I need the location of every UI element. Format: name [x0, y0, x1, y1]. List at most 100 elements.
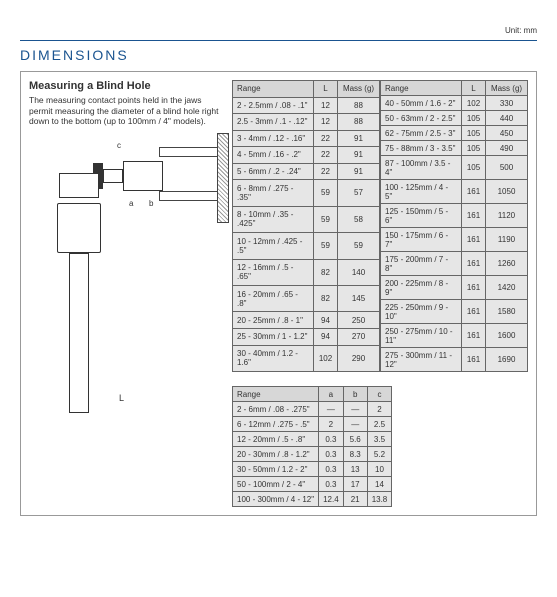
cell: 161 [462, 276, 486, 300]
table-row: 4 - 5mm / .16 - .2"2291 [233, 147, 380, 164]
cell: 12 - 16mm / .5 - .65" [233, 259, 314, 285]
table-row: 62 - 75mm / 2.5 - 3"105450 [381, 126, 528, 141]
cell: 59 [338, 233, 380, 259]
cell: 175 - 200mm / 7 - 8" [381, 252, 462, 276]
cell: 490 [486, 141, 528, 156]
cell: 10 [367, 462, 392, 477]
col-range: Range [233, 387, 319, 402]
cell: 8 - 10mm / .35 - .425" [233, 206, 314, 232]
cell: 6 - 12mm / .275 - .5" [233, 417, 319, 432]
cell: 12 - 20mm / .5 - .8" [233, 432, 319, 447]
table-row: 125 - 150mm / 5 - 6"1611120 [381, 204, 528, 228]
table-row: 12 - 16mm / .5 - .65"82140 [233, 259, 380, 285]
cell: 105 [462, 141, 486, 156]
cell: 161 [462, 204, 486, 228]
table-row: 8 - 10mm / .35 - .425"5958 [233, 206, 380, 232]
cell: — [343, 417, 367, 432]
cell: 3.5 [367, 432, 392, 447]
section-title: DIMENSIONS [20, 47, 557, 63]
cell: 12 [314, 97, 338, 114]
cell: 1190 [486, 228, 528, 252]
header-rule [20, 40, 537, 41]
table-row: 50 - 63mm / 2 - 2.5"105440 [381, 111, 528, 126]
table-row: 175 - 200mm / 7 - 8"1611260 [381, 252, 528, 276]
cell: 1120 [486, 204, 528, 228]
cell: 82 [314, 286, 338, 312]
cell: 1050 [486, 180, 528, 204]
dimensions-panel: Measuring a Blind Hole The measuring con… [20, 71, 537, 516]
cell: 1690 [486, 348, 528, 372]
table-row: 2 - 6mm / .08 - .275"——2 [233, 402, 392, 417]
table-row: 275 - 300mm / 11 - 12"1611690 [381, 348, 528, 372]
col-a: a [319, 387, 344, 402]
table-row: 6 - 12mm / .275 - .5"2—2.5 [233, 417, 392, 432]
intro-title: Measuring a Blind Hole [29, 80, 224, 92]
col-b: b [343, 387, 367, 402]
cell: 94 [314, 328, 338, 345]
unit-label: Unit: mm [505, 26, 537, 35]
cell: 25 - 30mm / 1 - 1.2" [233, 328, 314, 345]
cell: — [319, 402, 344, 417]
col-mass: Mass (g) [486, 81, 528, 96]
cell: 100 - 125mm / 4 - 5" [381, 180, 462, 204]
cell: 102 [314, 345, 338, 371]
table-row: 20 - 25mm / .8 - 1"94250 [233, 312, 380, 329]
cell: 225 - 250mm / 9 - 10" [381, 300, 462, 324]
cell: 290 [338, 345, 380, 371]
cell: 4 - 5mm / .16 - .2" [233, 147, 314, 164]
cell: 30 - 50mm / 1.2 - 2" [233, 462, 319, 477]
cell: 5.2 [367, 447, 392, 462]
cell: 161 [462, 180, 486, 204]
col-L: L [314, 81, 338, 98]
cell: 161 [462, 348, 486, 372]
col-c: c [367, 387, 392, 402]
cell: 88 [338, 97, 380, 114]
cell: 1580 [486, 300, 528, 324]
main-table-left: Range L Mass (g) 2 - 2.5mm / .08 - .1"12… [232, 80, 380, 372]
table-row: 87 - 100mm / 3.5 - 4"105500 [381, 156, 528, 180]
cell: 3 - 4mm / .12 - .16" [233, 130, 314, 147]
cell: 40 - 50mm / 1.6 - 2" [381, 96, 462, 111]
cell: 87 - 100mm / 3.5 - 4" [381, 156, 462, 180]
dim-label-b: b [149, 199, 153, 208]
cell: 91 [338, 147, 380, 164]
table-row: 100 - 125mm / 4 - 5"1611050 [381, 180, 528, 204]
cell: 2 [319, 417, 344, 432]
cell: 16 - 20mm / .65 - .8" [233, 286, 314, 312]
diagram: L a b c [29, 133, 224, 423]
cell: 22 [314, 147, 338, 164]
table-row: 6 - 8mm / .275 - .35"5957 [233, 180, 380, 206]
cell: 2 [367, 402, 392, 417]
cell: 102 [462, 96, 486, 111]
cell: 200 - 225mm / 8 - 9" [381, 276, 462, 300]
cell: 5.6 [343, 432, 367, 447]
cell: 0.3 [319, 462, 344, 477]
table-row: 25 - 30mm / 1 - 1.2"94270 [233, 328, 380, 345]
table-row: 2 - 2.5mm / .08 - .1"1288 [233, 97, 380, 114]
cell: 270 [338, 328, 380, 345]
cell: 161 [462, 300, 486, 324]
table-row: 16 - 20mm / .65 - .8"82145 [233, 286, 380, 312]
cell: 250 - 275mm / 10 - 11" [381, 324, 462, 348]
table-row: 2.5 - 3mm / .1 - .12"1288 [233, 114, 380, 131]
cell: 2.5 - 3mm / .1 - .12" [233, 114, 314, 131]
table-row: 12 - 20mm / .5 - .8"0.35.63.5 [233, 432, 392, 447]
cell: — [343, 402, 367, 417]
col-L: L [462, 81, 486, 96]
cell: 59 [314, 206, 338, 232]
cell: 161 [462, 324, 486, 348]
cell: 94 [314, 312, 338, 329]
cell: 145 [338, 286, 380, 312]
col-range: Range [381, 81, 462, 96]
table-row: 225 - 250mm / 9 - 10"1611580 [381, 300, 528, 324]
cell: 161 [462, 252, 486, 276]
cell: 75 - 88mm / 3 - 3.5" [381, 141, 462, 156]
cell: 275 - 300mm / 11 - 12" [381, 348, 462, 372]
cell: 21 [343, 492, 367, 507]
col-range: Range [233, 81, 314, 98]
cell: 140 [338, 259, 380, 285]
cell: 100 - 300mm / 4 - 12" [233, 492, 319, 507]
table-row: 10 - 12mm / .425 - .5"5959 [233, 233, 380, 259]
cell: 59 [314, 233, 338, 259]
cell: 105 [462, 126, 486, 141]
